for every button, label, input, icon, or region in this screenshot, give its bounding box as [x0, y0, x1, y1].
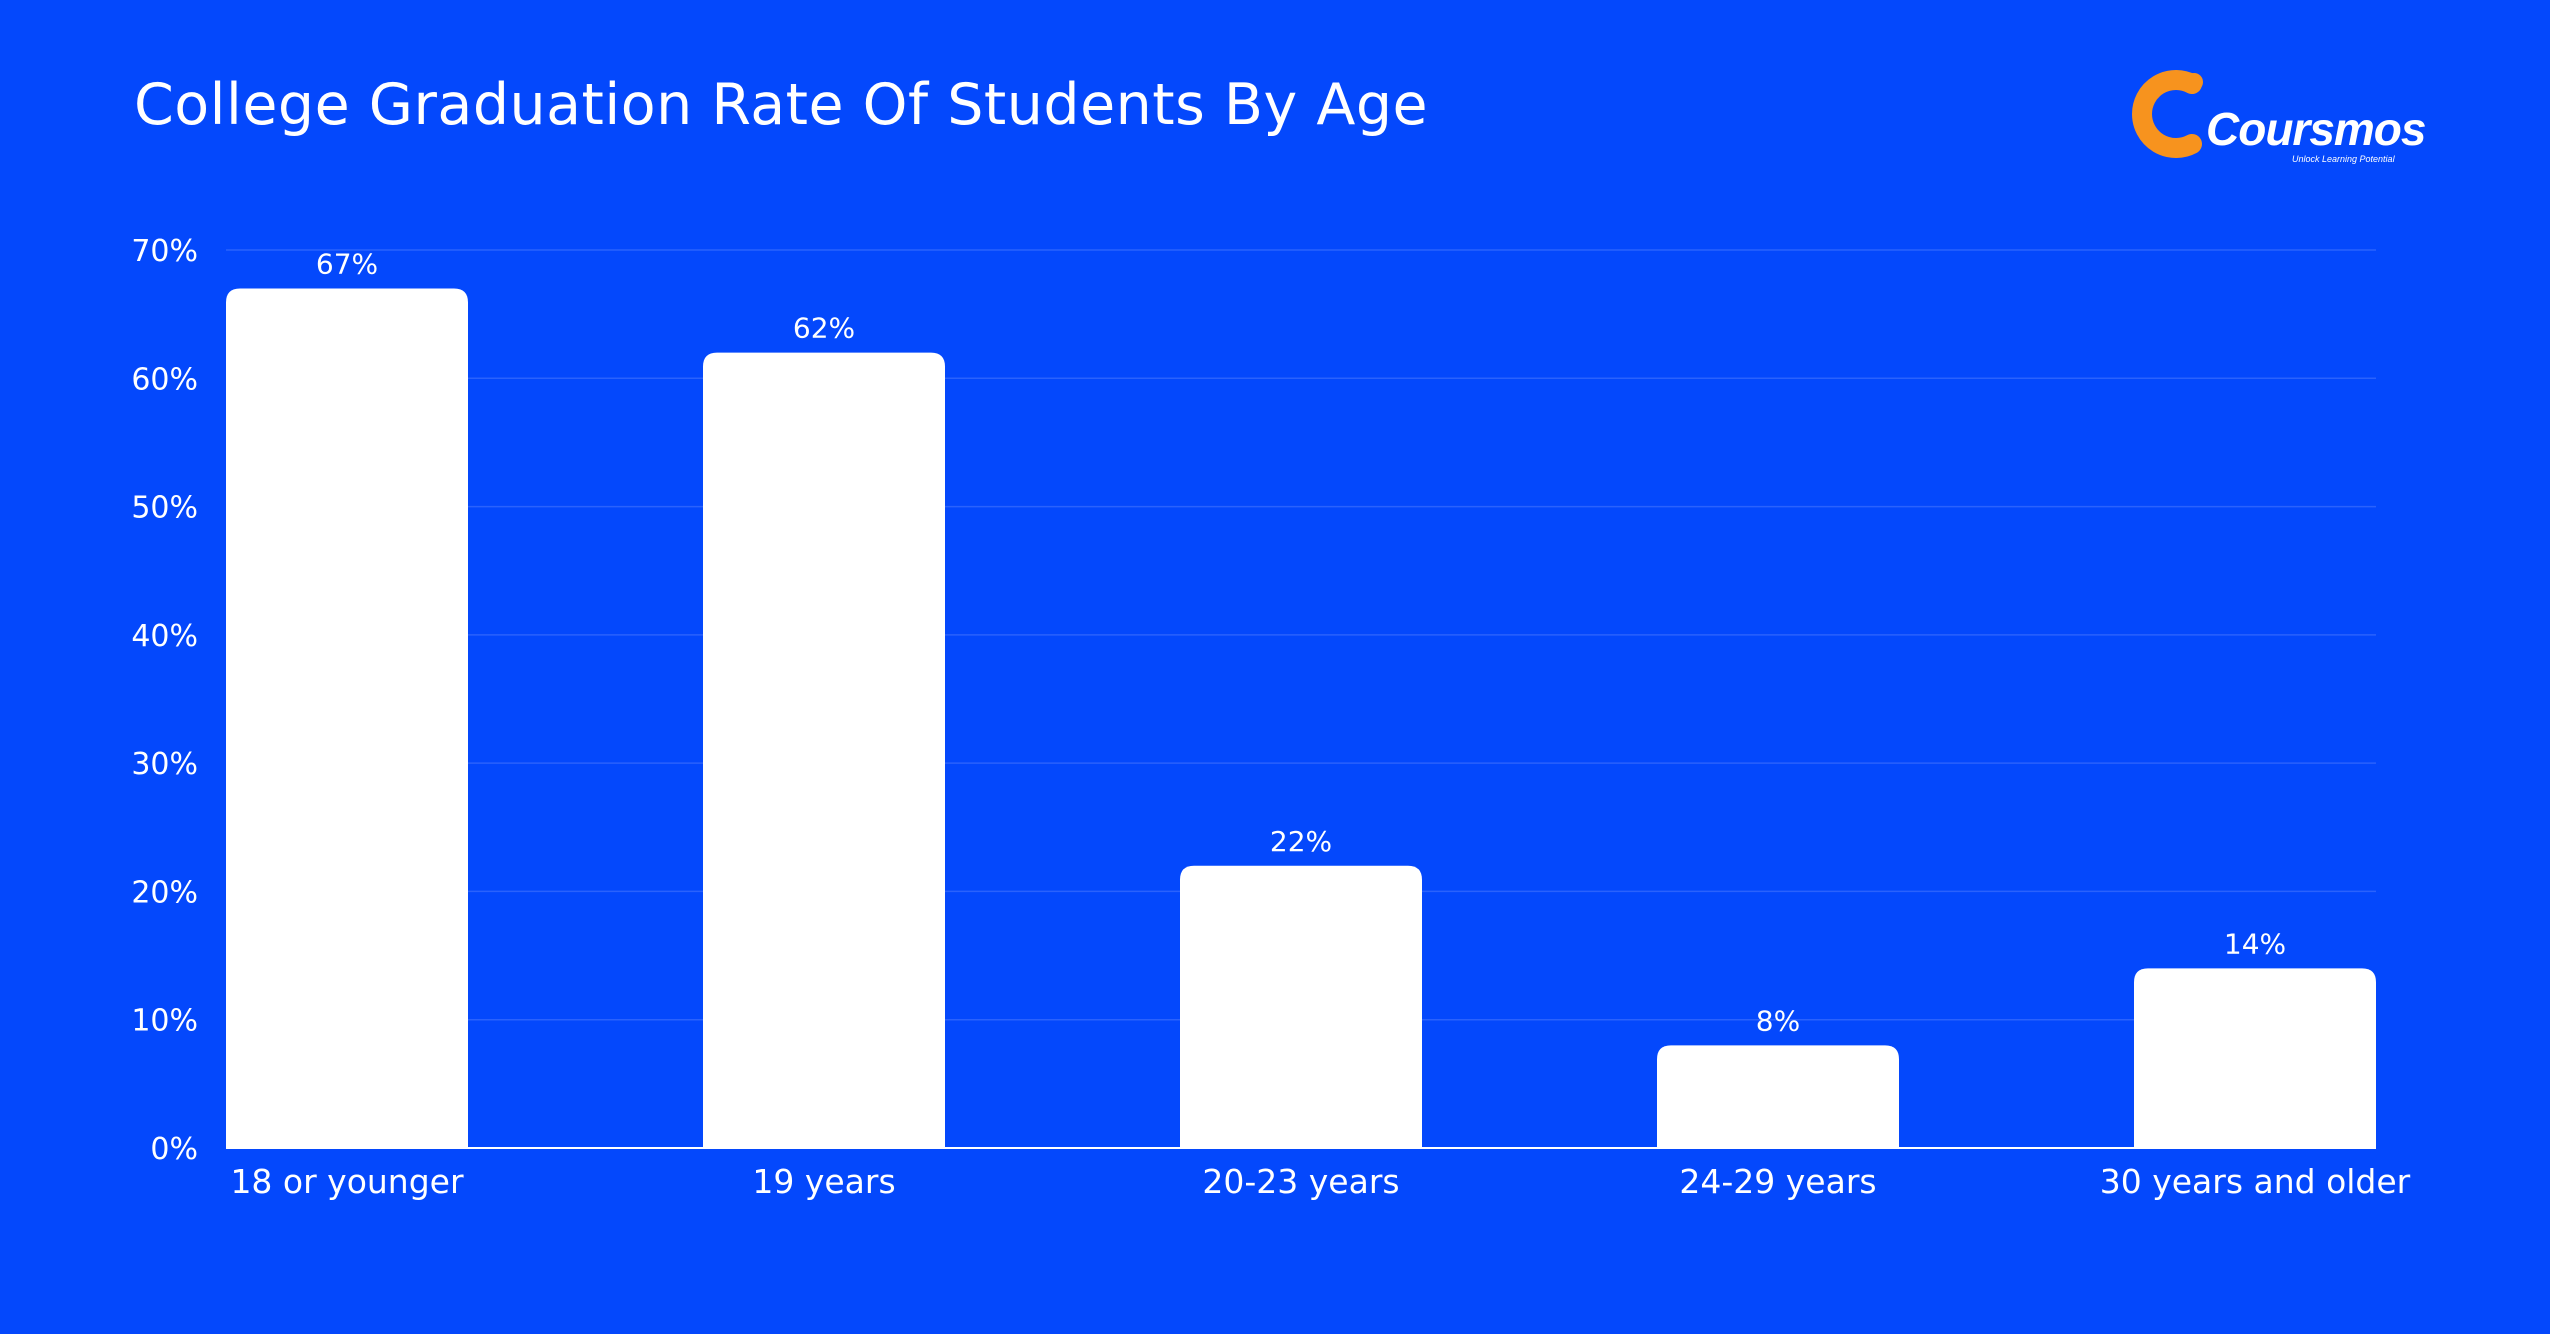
coursmos-logo: Coursmos Unlock Learning Potential — [2132, 62, 2426, 172]
y-tick-label: 20% — [131, 875, 198, 910]
logo-c-icon — [2132, 70, 2203, 158]
y-tick-label: 60% — [131, 362, 198, 397]
y-tick-label: 10% — [131, 1004, 198, 1039]
bar-value-label: 8% — [1756, 1004, 1800, 1037]
category-label: 30 years and older — [2100, 1162, 2411, 1201]
category-label: 19 years — [752, 1162, 895, 1201]
category-label: 20-23 years — [1202, 1162, 1399, 1201]
y-tick-label: 50% — [131, 491, 198, 526]
y-tick-label: 40% — [131, 619, 198, 654]
bar — [2134, 968, 2376, 1148]
bar — [1657, 1045, 1899, 1148]
chart-title: College Graduation Rate Of Students By A… — [134, 72, 1429, 138]
logo-tagline: Unlock Learning Potential — [2292, 154, 2395, 164]
bars — [226, 288, 2376, 1149]
logo-wordmark: Coursmos — [2206, 103, 2426, 155]
gridlines — [226, 249, 2376, 1149]
y-axis-ticks: 0% 10% 20% 30% 40% 50% 60% 70% — [131, 234, 198, 1167]
bar-value-label: 62% — [793, 312, 855, 345]
bar-value-label: 67% — [316, 247, 378, 280]
y-tick-label: 30% — [131, 747, 198, 782]
bar — [1180, 865, 1422, 1148]
x-axis-categories: 18 or younger 19 years 20-23 years 24-29 ye… — [230, 1162, 2410, 1201]
y-tick-label: 70% — [131, 234, 198, 269]
category-label: 18 or younger — [230, 1162, 464, 1201]
data-labels: 67% 62% 22% 8% 14% — [316, 247, 2286, 1037]
y-tick-label: 0% — [150, 1132, 198, 1167]
bar-value-label: 14% — [2224, 927, 2286, 960]
bar — [703, 352, 945, 1149]
bar-value-label: 22% — [1270, 825, 1332, 858]
bar — [226, 288, 468, 1148]
category-label: 24-29 years — [1679, 1162, 1876, 1201]
